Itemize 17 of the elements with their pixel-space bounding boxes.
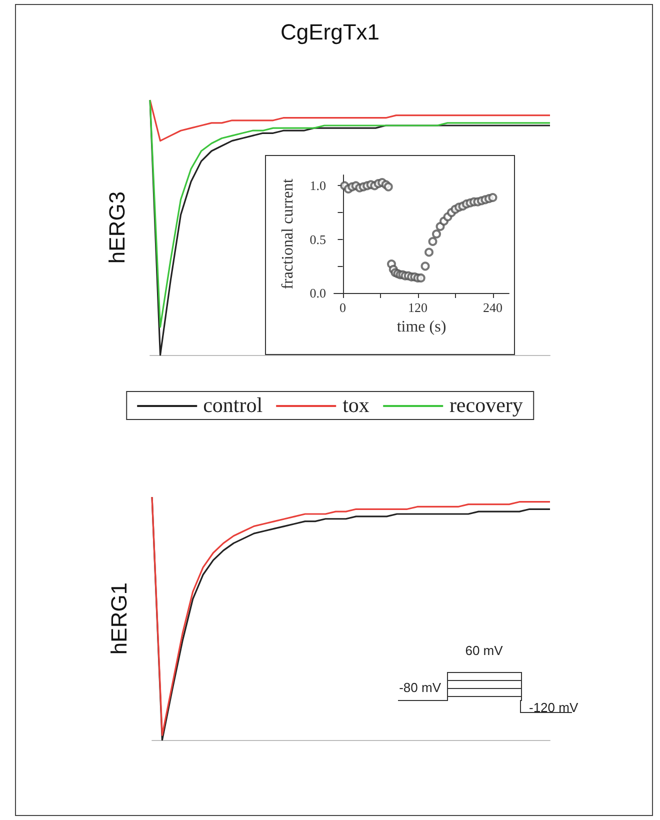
legend-label: recovery [449, 393, 523, 418]
chart-title: CgErgTx1 [280, 20, 380, 44]
annotation: -120 mV [529, 700, 578, 715]
y-axis-title: fractional current [280, 178, 296, 290]
x-axis-title: time (s) [396, 318, 446, 336]
x-tick-label: 120 [408, 300, 428, 315]
y-tick-label: 0.0 [310, 286, 326, 300]
annotation: 60 mV [465, 643, 503, 658]
y-tick-label: 1.0 [310, 178, 326, 194]
x-tick-label: 0 [340, 300, 346, 315]
y-tick-label: 0.5 [310, 232, 326, 247]
annotation: -80 mV [399, 680, 441, 695]
legend-label: tox [342, 393, 370, 418]
y-axis-title: hERG1 [106, 582, 132, 655]
y-axis-title: hERG3 [104, 191, 130, 264]
x-tick-label: 240 [483, 300, 502, 315]
legend-label: control [203, 393, 263, 418]
